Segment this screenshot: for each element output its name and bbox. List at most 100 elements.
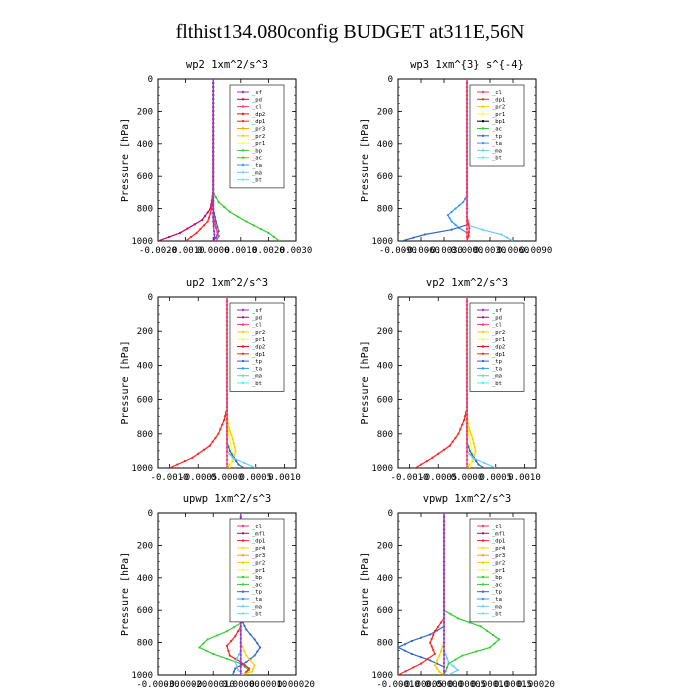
series-marker [454,207,457,210]
series-marker [465,79,469,81]
x-tick-label: -0.00020 [164,680,207,690]
legend-marker [481,120,485,123]
chart-panel-1: wp2 1xm^2/s^3 Pressure [hPa] 0 200 400 600 800… [120,59,312,256]
series-marker [197,452,200,455]
legend-label: _cl [252,323,262,329]
series-marker [212,81,215,85]
x-tick-label: 0.00005 [448,680,486,690]
legend-marker [241,149,245,152]
y-tick-label: 1000 [131,237,153,247]
legend-label: _pr3 [252,127,265,133]
series-marker [212,93,215,96]
series-marker [461,423,464,426]
series-marker [225,312,229,315]
series-marker [176,463,179,466]
legend-marker [241,524,245,528]
series-marker [465,450,469,453]
series-marker [442,544,446,547]
series-marker [465,361,469,364]
series-marker [195,231,198,234]
series-marker [212,141,215,144]
legend-marker [481,112,485,116]
legend-marker [241,583,245,586]
x-tick-label: -0.00005 [399,680,442,690]
series-marker [465,231,469,234]
series-marker [225,332,229,335]
legend-marker [481,323,485,326]
legend-label: _tp [492,359,502,365]
series-marker [243,650,246,653]
series-marker [225,454,229,457]
series-marker [465,138,469,141]
series-marker [442,613,446,616]
legend-marker [241,120,245,123]
series-marker [465,344,469,347]
legend-marker [481,612,485,615]
series-marker [465,356,469,360]
series-marker [465,114,469,117]
series-marker [442,617,446,620]
series-marker [465,207,469,210]
series-marker [186,227,189,230]
series-marker [465,373,469,376]
y-tick-label: 0 [148,75,153,85]
series-marker [479,625,482,628]
series-marker [212,85,215,89]
series-marker [228,654,231,657]
series-marker [212,188,215,191]
y-tick-label: 600 [377,172,393,182]
x-tick-label: -0.0010 [391,473,429,483]
legend-marker [481,352,485,355]
series-marker [442,596,446,600]
legend-marker [241,575,245,579]
series-marker [429,641,432,644]
series-marker [419,656,423,659]
series-marker [465,175,469,178]
series-marker [470,433,473,437]
panel-title: wp2 1xm^2/s^3 [186,59,268,71]
legend-marker [241,127,245,130]
legend-marker [481,98,485,101]
x-tick-label: 0.0020 [252,246,285,256]
legend-label: _bt [492,381,502,387]
series-marker [213,233,216,236]
legend-label: _ac [492,127,502,133]
series-marker [212,149,215,152]
series-marker [225,430,229,433]
x-tick-label: 0.0000 [197,246,230,256]
legend-label: _pr3 [492,553,505,559]
legend-marker [241,532,245,535]
series-marker [212,153,215,156]
y-axis-label: Pressure [hPa] [360,552,371,636]
series-marker [442,560,446,563]
series-marker [442,661,446,664]
legend-marker [241,359,245,363]
series-marker [225,299,229,303]
series-marker [212,196,215,199]
series-marker [463,419,466,422]
y-tick-label: 600 [137,396,153,406]
series-line [169,297,228,468]
series-marker [465,179,469,182]
series-marker [468,453,471,456]
series-marker [436,659,439,662]
series-marker [212,176,215,180]
series-marker [225,365,229,368]
series-marker [448,444,451,447]
y-tick-label: 0 [388,509,393,519]
legend-label: _dp2 [252,112,265,118]
series-marker [465,385,469,388]
legend-marker [241,546,245,550]
series-marker [217,201,220,204]
legend-marker [481,149,485,152]
series-marker [404,670,407,673]
legend-marker [241,178,245,181]
panel-title: vpwp 1xm^2/s^3 [423,493,512,505]
series-marker [234,667,237,670]
series-marker [239,637,242,640]
y-tick-label: 0 [148,293,153,303]
x-tick-label: -0.0030 [425,246,463,256]
series-marker [212,212,215,215]
series-marker [228,453,231,456]
series-marker [217,235,220,238]
